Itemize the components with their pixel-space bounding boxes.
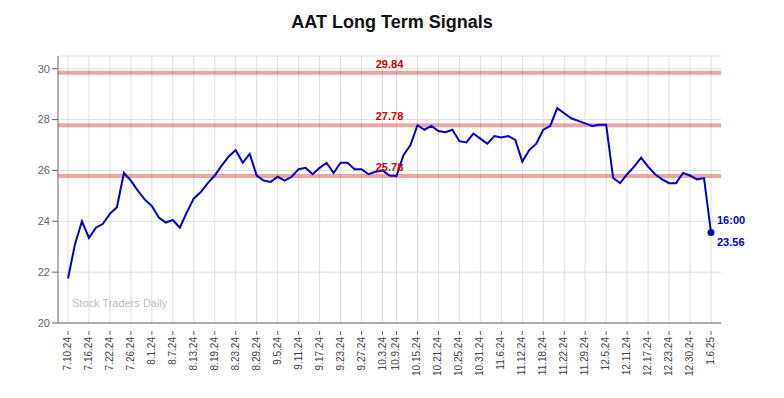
svg-text:28: 28 <box>38 113 50 125</box>
html-text:AAT Long Term Signals: AAT Long Term Signals <box>291 12 493 32</box>
svg-text:11.22.24: 11.22.24 <box>558 337 569 376</box>
svg-text:20: 20 <box>38 317 50 329</box>
svg-text:8.19.24: 8.19.24 <box>209 337 220 371</box>
svg-text:7.22.24: 7.22.24 <box>104 337 115 371</box>
svg-text:1.6.25: 1.6.25 <box>705 337 716 365</box>
svg-text:9.23.24: 9.23.24 <box>335 337 346 371</box>
svg-text:10.9.24: 10.9.24 <box>390 337 401 371</box>
svg-text:25.78: 25.78 <box>376 161 404 173</box>
svg-text:12.30.24: 12.30.24 <box>684 337 695 376</box>
svg-text:27.78: 27.78 <box>376 110 404 122</box>
svg-text:22: 22 <box>38 266 50 278</box>
svg-text:10.21.24: 10.21.24 <box>432 337 443 376</box>
svg-text:26: 26 <box>38 164 50 176</box>
svg-text:24: 24 <box>38 215 50 227</box>
svg-text:23.56: 23.56 <box>717 236 745 248</box>
svg-text:9.11.24: 9.11.24 <box>293 337 304 370</box>
svg-text:9.17.24: 9.17.24 <box>314 337 325 371</box>
svg-text:12.5.24: 12.5.24 <box>600 337 611 371</box>
svg-text:30: 30 <box>38 63 50 75</box>
svg-text:8.7.24: 8.7.24 <box>167 337 178 365</box>
svg-text:29.84: 29.84 <box>376 58 404 70</box>
svg-text:16:00: 16:00 <box>717 214 745 226</box>
svg-text:8.23.24: 8.23.24 <box>230 337 241 371</box>
svg-text:11.6.24: 11.6.24 <box>495 337 506 370</box>
svg-text:8.13.24: 8.13.24 <box>188 337 199 371</box>
svg-text:7.26.24: 7.26.24 <box>125 337 136 371</box>
svg-text:11.12.24: 11.12.24 <box>516 337 527 376</box>
svg-text:8.1.24: 8.1.24 <box>146 337 157 365</box>
html-text:Stock Traders Daily: Stock Traders Daily <box>72 297 168 309</box>
svg-text:10.3.24: 10.3.24 <box>377 337 388 371</box>
svg-text:10.15.24: 10.15.24 <box>411 337 422 376</box>
svg-text:12.11.24: 12.11.24 <box>621 337 632 376</box>
svg-text:12.17.24: 12.17.24 <box>642 337 653 376</box>
svg-text:9.27.24: 9.27.24 <box>356 337 367 371</box>
svg-text:7.16.24: 7.16.24 <box>83 337 94 371</box>
svg-text:11.18.24: 11.18.24 <box>537 337 548 376</box>
svg-text:11.29.24: 11.29.24 <box>579 337 590 376</box>
svg-text:8.29.24: 8.29.24 <box>251 337 262 371</box>
svg-text:10.25.24: 10.25.24 <box>453 337 464 376</box>
svg-text:10.31.24: 10.31.24 <box>474 337 485 376</box>
svg-text:7.10.24: 7.10.24 <box>62 337 73 371</box>
svg-text:12.23.24: 12.23.24 <box>663 337 674 376</box>
svg-text:9.5.24: 9.5.24 <box>272 337 283 365</box>
